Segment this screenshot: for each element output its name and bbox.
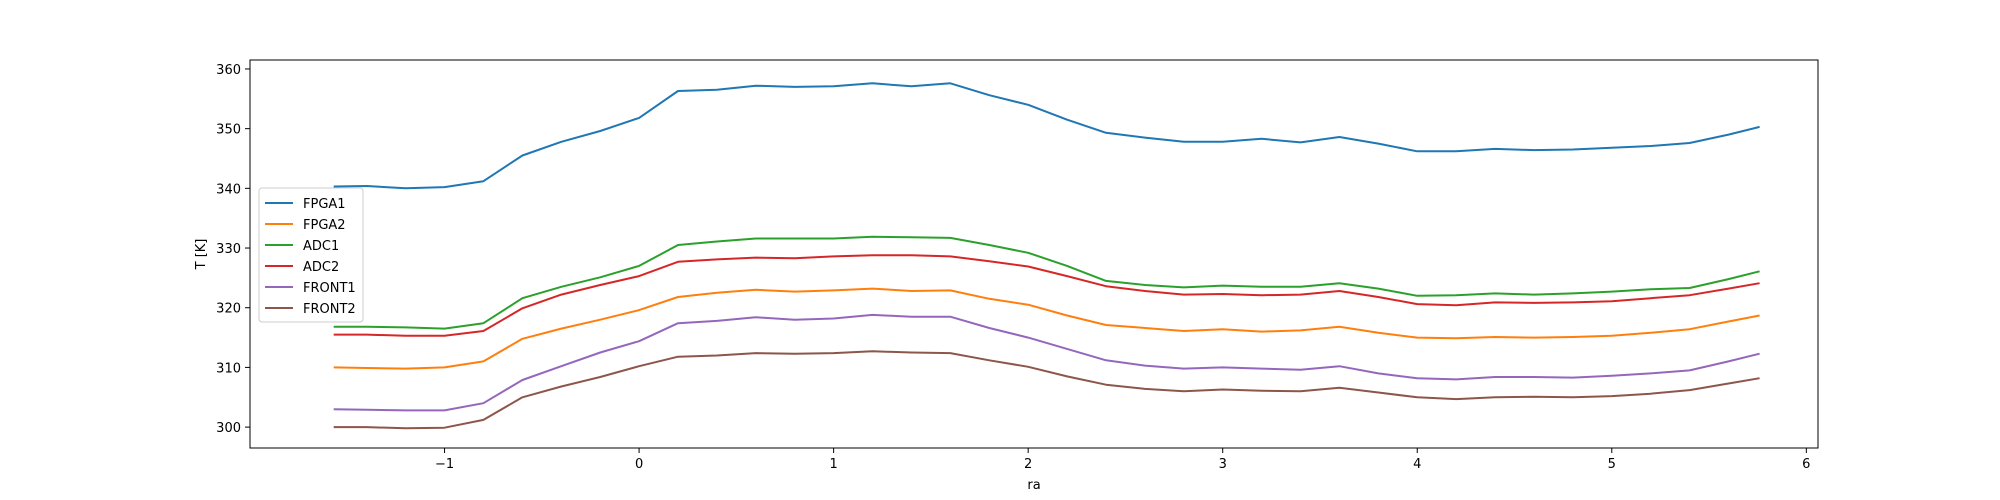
series-line-front1 [333,313,1760,412]
plot-frame [249,59,1819,449]
x-tick-label: −1 [435,457,454,472]
y-tick-label: 310 [216,361,241,376]
x-tick-label: 1 [829,457,837,472]
x-tick-label: 6 [1802,457,1810,472]
x-axis-label: ra [1027,478,1040,493]
y-tick-label: 340 [216,182,241,197]
series-line-fpga2 [333,287,1760,370]
y-tick-label: 300 [216,421,241,436]
legend: FPGA1 FPGA2 ADC1 ADC2 FRONT1 FRONT2 [258,187,364,323]
x-tick-label: 4 [1413,457,1421,472]
legend-box [258,187,364,323]
x-axis: −1 0 1 2 3 4 5 6 [435,448,1810,472]
x-tick-label: 5 [1608,457,1616,472]
y-tick-label: 360 [216,63,241,78]
legend-label-fpga1: FPGA1 [303,197,346,212]
series-line-front2 [333,350,1760,430]
y-axis-label: T [K] [194,239,209,271]
legend-label-front1: FRONT1 [303,281,356,296]
y-tick-label: 320 [216,302,241,317]
legend-label-fpga2: FPGA2 [303,218,346,233]
series-layer [333,82,1760,430]
legend-label-adc1: ADC1 [303,239,339,254]
series-line-adc2 [333,254,1760,337]
x-tick-label: 3 [1219,457,1227,472]
legend-label-front2: FRONT2 [303,302,356,317]
y-axis: 300 310 320 330 340 350 360 [216,63,250,436]
y-tick-label: 330 [216,242,241,257]
y-tick-label: 350 [216,123,241,138]
series-line-adc1 [333,235,1760,330]
x-tick-label: 0 [635,457,643,472]
legend-label-adc2: ADC2 [303,260,339,275]
series-line-fpga1 [333,82,1760,190]
x-tick-label: 2 [1024,457,1032,472]
